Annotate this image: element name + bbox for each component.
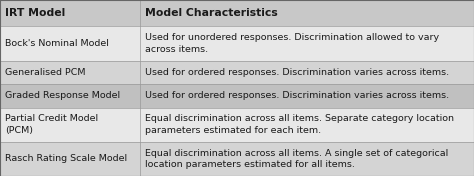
Text: Equal discrimination across all items. A single set of categorical
location para: Equal discrimination across all items. A… bbox=[145, 149, 448, 169]
Text: IRT Model: IRT Model bbox=[5, 8, 65, 18]
Bar bbox=[0, 84, 140, 108]
Text: Partial Credit Model
(PCM): Partial Credit Model (PCM) bbox=[5, 114, 98, 135]
Bar bbox=[0, 0, 140, 26]
Text: Bock's Nominal Model: Bock's Nominal Model bbox=[5, 39, 109, 48]
Bar bbox=[0, 142, 140, 176]
Text: Graded Response Model: Graded Response Model bbox=[5, 91, 120, 100]
Bar bbox=[0, 26, 140, 61]
Text: Used for unordered responses. Discrimination allowed to vary
across items.: Used for unordered responses. Discrimina… bbox=[145, 33, 439, 54]
Bar bbox=[140, 61, 474, 84]
Text: Equal discrimination across all items. Separate category location
parameters est: Equal discrimination across all items. S… bbox=[145, 114, 454, 135]
Bar bbox=[140, 108, 474, 142]
Bar bbox=[140, 142, 474, 176]
Bar bbox=[0, 61, 140, 84]
Text: Model Characteristics: Model Characteristics bbox=[145, 8, 277, 18]
Text: Rasch Rating Scale Model: Rasch Rating Scale Model bbox=[5, 154, 127, 163]
Text: Generalised PCM: Generalised PCM bbox=[5, 68, 85, 77]
Bar bbox=[140, 84, 474, 108]
Text: Used for ordered responses. Discrimination varies across items.: Used for ordered responses. Discriminati… bbox=[145, 91, 449, 100]
Bar bbox=[140, 26, 474, 61]
Bar bbox=[140, 0, 474, 26]
Text: Used for ordered responses. Discrimination varies across items.: Used for ordered responses. Discriminati… bbox=[145, 68, 449, 77]
Bar bbox=[0, 108, 140, 142]
